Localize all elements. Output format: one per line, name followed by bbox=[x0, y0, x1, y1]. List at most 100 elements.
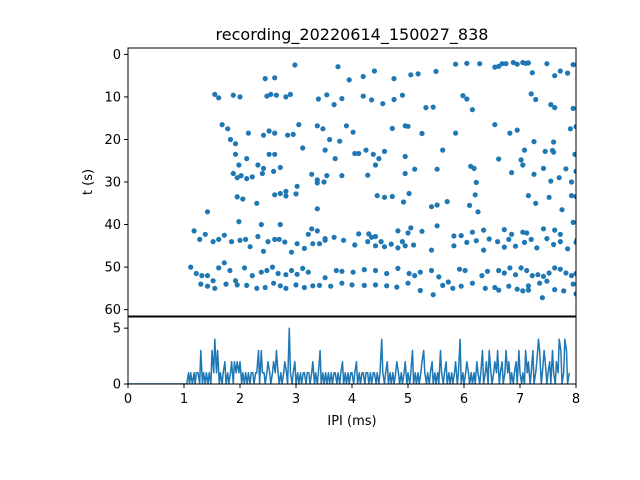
scatter-point bbox=[234, 194, 240, 200]
scatter-point bbox=[339, 280, 345, 286]
scatter-point bbox=[305, 269, 311, 275]
scatter-point bbox=[314, 180, 320, 186]
scatter-point bbox=[469, 107, 475, 113]
scatter-point bbox=[266, 128, 272, 134]
scatter-point bbox=[283, 94, 289, 100]
scatter-point bbox=[537, 280, 543, 286]
scatter-point bbox=[464, 60, 470, 66]
scatter-point bbox=[315, 96, 321, 102]
scatter-point bbox=[191, 228, 197, 234]
y-tick-label: 10 bbox=[104, 90, 121, 105]
bottom-x-axis-label: IPI (ms) bbox=[327, 414, 376, 429]
scatter-point bbox=[320, 126, 326, 132]
scatter-point bbox=[202, 231, 208, 237]
scatter-point bbox=[506, 236, 512, 242]
scatter-point bbox=[272, 151, 278, 157]
scatter-point bbox=[395, 228, 401, 234]
scatter-point bbox=[249, 273, 255, 279]
scatter-point bbox=[290, 131, 296, 137]
scatter-point bbox=[434, 202, 440, 208]
scatter-point bbox=[363, 147, 369, 153]
scatter-point bbox=[216, 95, 222, 101]
scatter-point bbox=[417, 269, 423, 275]
scatter-point bbox=[300, 265, 306, 271]
scatter-point bbox=[272, 236, 278, 242]
scatter-point bbox=[473, 179, 479, 185]
scatter-point bbox=[241, 265, 248, 271]
scatter-point bbox=[546, 194, 552, 200]
scatter-point bbox=[332, 156, 338, 162]
top-y-ticks: 0 10 20 30 40 50 60 bbox=[104, 48, 128, 318]
scatter-point bbox=[524, 230, 530, 236]
scatter-point bbox=[552, 265, 558, 271]
scatter-point bbox=[260, 165, 267, 171]
scatter-point bbox=[309, 171, 315, 177]
scatter-point bbox=[544, 61, 550, 67]
scatter-point bbox=[568, 193, 575, 199]
scatter-point bbox=[391, 96, 397, 103]
scatter-point bbox=[376, 156, 382, 162]
scatter-point bbox=[482, 285, 488, 291]
scatter-point bbox=[272, 130, 278, 136]
scatter-point bbox=[314, 228, 320, 234]
scatter-point bbox=[294, 271, 300, 277]
scatter-point bbox=[570, 281, 576, 287]
scatter-point bbox=[565, 70, 571, 76]
scatter-point bbox=[292, 62, 298, 68]
scatter-point bbox=[310, 283, 316, 289]
scatter-point bbox=[531, 139, 537, 145]
scatter-point bbox=[282, 239, 288, 245]
y-tick-label: 20 bbox=[104, 133, 121, 148]
scatter-point bbox=[462, 267, 468, 274]
scatter-point bbox=[204, 283, 211, 289]
scatter-point bbox=[460, 93, 466, 99]
x-tick-label: 5 bbox=[404, 392, 412, 407]
scatter-point bbox=[247, 244, 253, 250]
scatter-point bbox=[573, 124, 576, 130]
scatter-point bbox=[236, 219, 242, 225]
scatter-point bbox=[328, 283, 334, 289]
scatter-point bbox=[236, 162, 242, 168]
scatter-point bbox=[346, 77, 352, 83]
scatter-point bbox=[563, 270, 569, 276]
scatter-point bbox=[271, 168, 277, 174]
scatter-point bbox=[309, 226, 315, 232]
scatter-point bbox=[552, 287, 558, 293]
scatter-point bbox=[255, 233, 261, 240]
scatter-point bbox=[518, 157, 524, 163]
scatter-point bbox=[221, 260, 227, 266]
scatter-point bbox=[322, 237, 328, 243]
scatter-point bbox=[495, 239, 501, 245]
scatter-point bbox=[524, 267, 530, 274]
scatter-point bbox=[434, 166, 440, 172]
x-tick-label: 7 bbox=[516, 392, 524, 407]
scatter-point bbox=[372, 243, 379, 249]
scatter-point bbox=[514, 286, 520, 292]
scatter-point bbox=[381, 244, 388, 250]
scatter-point bbox=[510, 59, 516, 66]
scatter-point bbox=[450, 285, 456, 291]
scatter-point bbox=[350, 269, 356, 275]
scatter-point bbox=[548, 102, 554, 108]
scatter-point bbox=[371, 68, 377, 74]
scatter-point bbox=[265, 239, 271, 245]
scatter-point bbox=[573, 193, 576, 200]
scatter-point bbox=[341, 237, 347, 243]
scatter-point bbox=[245, 130, 251, 136]
scatter-point bbox=[264, 267, 270, 274]
chart-title: recording_20220614_150027_838 bbox=[216, 25, 489, 45]
scatter-point bbox=[221, 232, 227, 238]
scatter-point bbox=[264, 93, 270, 99]
scatter-point bbox=[406, 270, 412, 277]
scatter-point bbox=[314, 123, 320, 129]
scatter-point bbox=[475, 209, 481, 215]
x-tick-label: 0 bbox=[124, 392, 132, 407]
scatter-point bbox=[458, 233, 464, 239]
scatter-point bbox=[370, 151, 376, 157]
scatter-point bbox=[458, 283, 464, 289]
scatter-point bbox=[453, 61, 459, 67]
scatter-point bbox=[552, 105, 558, 111]
scatter-point bbox=[310, 241, 316, 247]
scatter-point bbox=[372, 282, 379, 288]
